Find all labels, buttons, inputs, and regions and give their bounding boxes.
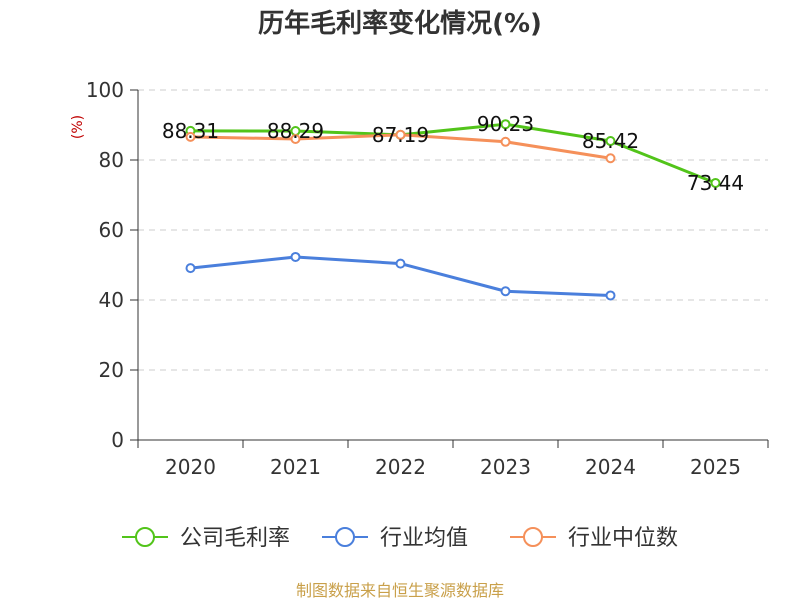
- series-1-point: [710, 177, 721, 188]
- legend-label: 公司毛利率: [180, 526, 290, 551]
- y-axis-unit-label: (%): [70, 115, 86, 139]
- data-label: 88.31: [162, 119, 219, 143]
- legend-circle-swatch: [523, 527, 543, 547]
- series-2-point: [185, 263, 196, 274]
- data-labels: 88.31 88.29 87.19 90.23 85.42 73.44: [162, 112, 744, 195]
- y-tick-label: 20: [99, 358, 124, 382]
- legend-circle-swatch: [335, 527, 355, 547]
- legend-item-3[interactable]: 行业中位数: [510, 526, 678, 551]
- data-label: 73.44: [687, 171, 744, 195]
- legend-circle-swatch: [135, 527, 155, 547]
- legend-item-1[interactable]: 公司毛利率: [122, 526, 290, 551]
- series-3-point: [605, 153, 616, 164]
- series-2-point: [395, 258, 406, 269]
- x-tick-label: 2022: [375, 455, 426, 479]
- y-tick-label: 60: [99, 218, 124, 242]
- x-tick-label: 2021: [270, 455, 321, 479]
- data-label: 90.23: [477, 112, 534, 136]
- x-tick-label: 2024: [585, 455, 636, 479]
- series-1-point: [500, 119, 511, 130]
- series-3-point: [500, 136, 511, 147]
- y-tick-label: 100: [86, 78, 124, 102]
- grid: [138, 89, 768, 371]
- x-tick-label: 2025: [690, 455, 741, 479]
- legend-item-2[interactable]: 行业均值: [322, 526, 468, 551]
- legend-label: 行业中位数: [568, 526, 678, 551]
- series-line-1: [190, 122, 717, 185]
- x-tick-label: 2023: [480, 455, 531, 479]
- series-3-point: [395, 129, 406, 140]
- series-2-point: [500, 286, 511, 297]
- series-3-point: [185, 131, 196, 142]
- x-tick-label: 2020: [165, 455, 216, 479]
- legend[interactable]: 公司毛利率 行业均值 行业中位数: [122, 526, 678, 551]
- y-tick-label: 80: [99, 148, 124, 172]
- source-note: 制图数据来自恒生聚源数据库: [296, 581, 504, 600]
- series-2-point: [605, 290, 616, 301]
- data-label: 88.29: [267, 119, 324, 143]
- y-tick-label: 40: [99, 288, 124, 312]
- series-lines: [185, 119, 721, 301]
- data-label: 87.19: [372, 123, 429, 147]
- axes: 0 20 40 60 80 100 2020 2021 2022 2023 2024 2025: [86, 78, 769, 479]
- series-1-point: [605, 136, 616, 147]
- chart-title: 历年毛利率变化情况(%): [258, 8, 542, 39]
- y-tick-label: 0: [111, 428, 124, 452]
- legend-label: 行业均值: [380, 526, 468, 551]
- series-3-point: [290, 134, 301, 144]
- series-2-point: [290, 251, 301, 262]
- data-label: 85.42: [582, 129, 639, 153]
